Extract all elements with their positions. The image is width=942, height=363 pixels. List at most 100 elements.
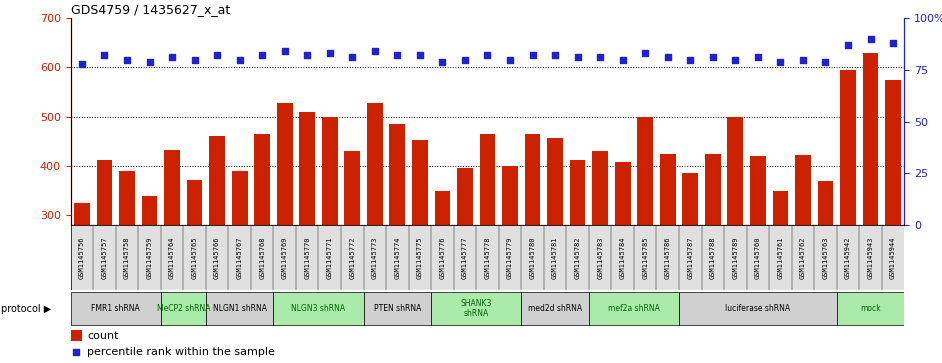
Bar <box>187 180 203 363</box>
Text: GSM1145768: GSM1145768 <box>259 236 265 279</box>
Bar <box>300 112 316 363</box>
Text: GSM1145766: GSM1145766 <box>214 236 220 279</box>
Point <box>209 53 224 58</box>
Bar <box>705 154 721 363</box>
Bar <box>431 292 521 325</box>
Text: GSM1145762: GSM1145762 <box>800 236 806 279</box>
Text: GSM1145775: GSM1145775 <box>417 236 423 279</box>
Bar <box>479 134 495 363</box>
Bar <box>74 203 89 363</box>
Text: GSM1145773: GSM1145773 <box>372 236 378 279</box>
Text: protocol ▶: protocol ▶ <box>1 303 51 314</box>
Point <box>525 53 540 58</box>
Point <box>458 57 473 62</box>
Bar <box>367 103 382 363</box>
Bar <box>232 171 248 363</box>
Point <box>885 40 901 46</box>
Point <box>187 57 203 62</box>
Bar <box>863 53 878 363</box>
Text: GSM1145786: GSM1145786 <box>665 236 671 279</box>
Point <box>660 54 675 60</box>
Bar <box>206 292 273 325</box>
Point <box>300 53 315 58</box>
Text: GSM1145772: GSM1145772 <box>349 236 355 279</box>
Bar <box>434 191 450 363</box>
Text: GSM1145784: GSM1145784 <box>620 236 625 279</box>
Point <box>142 59 157 65</box>
Bar <box>836 292 904 325</box>
Text: GSM1145789: GSM1145789 <box>732 236 739 279</box>
Text: GSM1145785: GSM1145785 <box>642 236 648 279</box>
Point <box>615 57 630 62</box>
Text: percentile rank within the sample: percentile rank within the sample <box>87 347 275 357</box>
Text: mock: mock <box>860 304 881 313</box>
Bar <box>547 138 563 363</box>
Text: GSM1145760: GSM1145760 <box>755 236 761 279</box>
Point <box>367 48 382 54</box>
Text: GSM1145942: GSM1145942 <box>845 236 851 279</box>
Text: med2d shRNA: med2d shRNA <box>528 304 582 313</box>
Text: GSM1145779: GSM1145779 <box>507 236 513 279</box>
Point <box>435 59 450 65</box>
Text: GSM1145771: GSM1145771 <box>327 236 333 279</box>
Bar <box>772 191 788 363</box>
Bar <box>119 171 135 363</box>
Point <box>345 54 360 60</box>
Text: GSM1145774: GSM1145774 <box>395 236 400 279</box>
Bar <box>679 292 836 325</box>
Point <box>772 59 788 65</box>
Text: GSM1145944: GSM1145944 <box>890 236 896 279</box>
Point <box>593 54 608 60</box>
Bar <box>840 70 856 363</box>
Bar <box>254 134 270 363</box>
Bar <box>638 117 653 363</box>
Point <box>322 50 337 56</box>
Text: GSM1145769: GSM1145769 <box>282 236 287 279</box>
Point <box>232 57 247 62</box>
Point <box>728 57 743 62</box>
Bar <box>141 196 157 363</box>
Bar <box>164 150 180 363</box>
Bar <box>209 136 225 363</box>
Text: GSM1145764: GSM1145764 <box>169 236 175 279</box>
Bar <box>795 155 811 363</box>
Point <box>638 50 653 56</box>
Bar <box>525 134 541 363</box>
Bar <box>589 292 679 325</box>
Text: GDS4759 / 1435627_x_at: GDS4759 / 1435627_x_at <box>71 3 230 16</box>
Bar <box>502 166 518 363</box>
Point <box>751 54 766 60</box>
Bar <box>750 156 766 363</box>
Bar <box>71 330 83 341</box>
Bar <box>71 292 161 325</box>
Text: GSM1145780: GSM1145780 <box>529 236 536 279</box>
Text: GSM1145761: GSM1145761 <box>777 236 784 279</box>
Point <box>570 54 585 60</box>
Bar <box>885 80 901 363</box>
Text: count: count <box>87 331 119 341</box>
Text: GSM1145782: GSM1145782 <box>575 236 580 279</box>
Bar <box>364 292 431 325</box>
Point <box>818 59 833 65</box>
Text: NLGN3 shRNA: NLGN3 shRNA <box>291 304 346 313</box>
Bar <box>615 162 630 363</box>
Bar <box>277 103 293 363</box>
Point <box>74 61 89 66</box>
Point <box>97 53 112 58</box>
Text: GSM1145763: GSM1145763 <box>822 236 828 279</box>
Text: GSM1145757: GSM1145757 <box>102 236 107 279</box>
Bar <box>659 154 675 363</box>
Point <box>120 57 135 62</box>
Text: GSM1145770: GSM1145770 <box>304 236 310 279</box>
Bar <box>273 292 364 325</box>
Text: GSM1145759: GSM1145759 <box>147 236 153 279</box>
Point <box>863 36 878 42</box>
Bar <box>818 181 834 363</box>
Bar <box>521 292 589 325</box>
Point <box>390 53 405 58</box>
Bar <box>389 124 405 363</box>
Bar <box>457 168 473 363</box>
Point <box>479 53 495 58</box>
Text: mef2a shRNA: mef2a shRNA <box>608 304 660 313</box>
Bar <box>97 160 112 363</box>
